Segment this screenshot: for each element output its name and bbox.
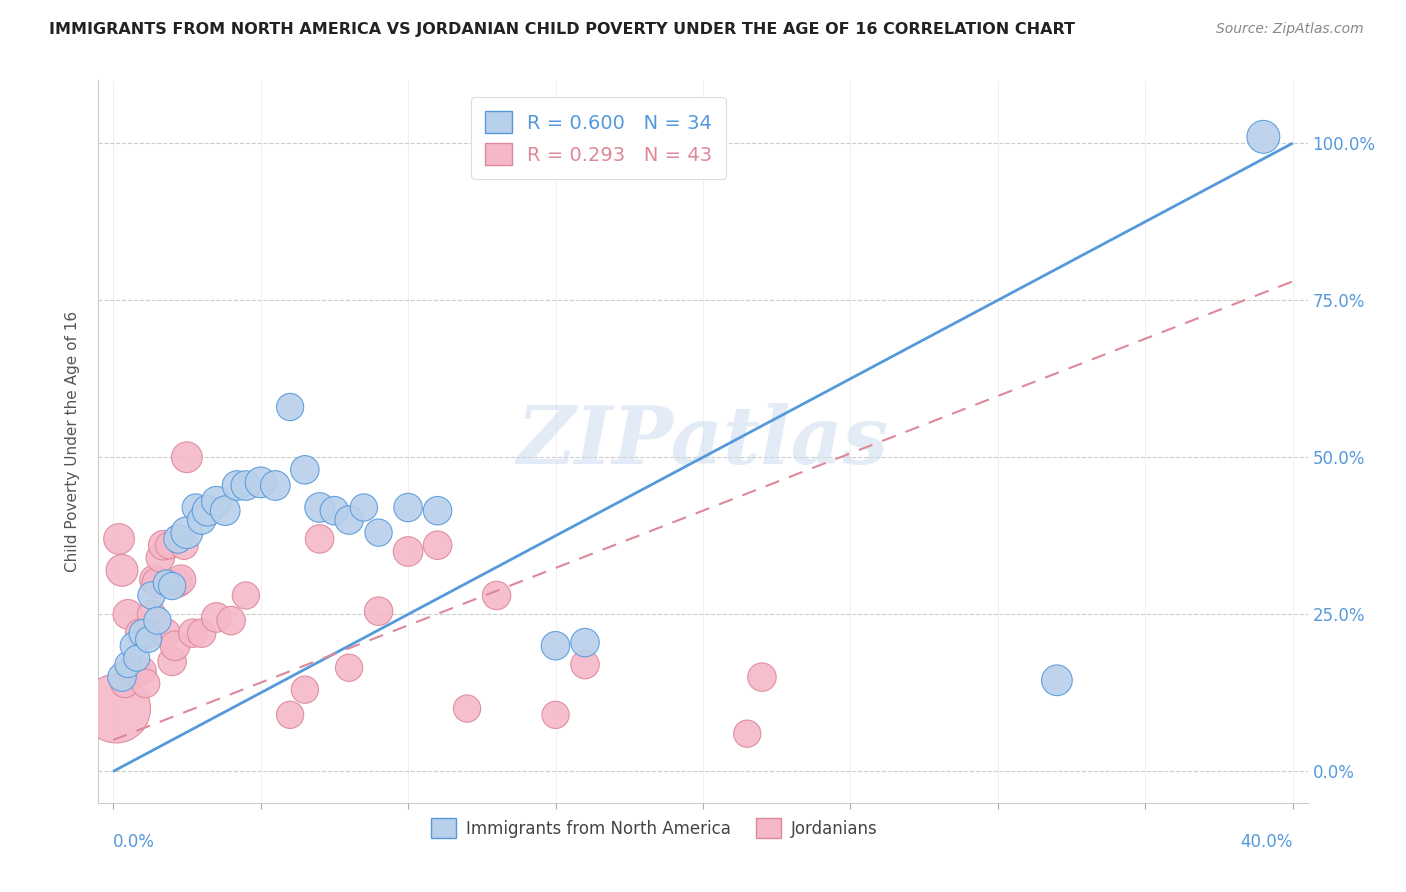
Point [131,626,153,640]
Point [574,635,596,649]
Point [426,503,449,517]
Point [249,475,271,490]
Point [173,538,195,552]
Point [574,657,596,672]
Text: IMMIGRANTS FROM NORTH AMERICA VS JORDANIAN CHILD POVERTY UNDER THE AGE OF 16 COR: IMMIGRANTS FROM NORTH AMERICA VS JORDANI… [49,22,1076,37]
Point [111,670,134,684]
Point [117,607,139,622]
Point [122,639,145,653]
Point [735,727,758,741]
Point [337,661,360,675]
Point [160,655,183,669]
Text: ZIPatlas: ZIPatlas [517,403,889,480]
Point [152,538,174,552]
Point [1253,129,1275,144]
Point [167,532,190,546]
Point [396,544,419,558]
Point [131,664,153,678]
Point [308,500,330,515]
Point [278,707,301,722]
Point [205,494,228,508]
Point [235,589,257,603]
Point [544,639,567,653]
Point [396,500,419,515]
Point [125,651,148,665]
Point [176,450,198,465]
Point [120,664,142,678]
Point [141,607,163,622]
Point [157,538,180,552]
Point [308,532,330,546]
Point [751,670,773,684]
Point [485,589,508,603]
Point [294,682,316,697]
Point [205,610,228,624]
Point [160,579,183,593]
Point [125,664,148,678]
Point [155,575,177,590]
Point [143,573,166,587]
Point [114,676,136,690]
Point [190,626,212,640]
Point [235,478,257,492]
Point [170,573,193,587]
Legend: Immigrants from North America, Jordanians: Immigrants from North America, Jordanian… [425,812,884,845]
Point [146,575,169,590]
Point [544,707,567,722]
Point [456,701,478,715]
Point [111,563,134,577]
Point [141,589,163,603]
Point [149,550,172,565]
Point [264,478,287,492]
Point [184,500,207,515]
Point [367,525,389,540]
Point [138,626,160,640]
Point [337,513,360,527]
Point [181,626,204,640]
Point [135,676,157,690]
Point [190,513,212,527]
Point [122,664,145,678]
Point [128,626,150,640]
Point [226,478,249,492]
Point [323,503,346,517]
Point [197,503,219,517]
Point [176,525,198,540]
Point [138,632,160,647]
Point [294,463,316,477]
Point [1046,673,1069,688]
Text: 0.0%: 0.0% [112,833,155,851]
Point [146,614,169,628]
Point [108,532,131,546]
Point [278,400,301,414]
Point [167,575,190,590]
Point [219,614,242,628]
Y-axis label: Child Poverty Under the Age of 16: Child Poverty Under the Age of 16 [65,311,80,572]
Point [426,538,449,552]
Text: 40.0%: 40.0% [1240,833,1294,851]
Point [214,503,236,517]
Point [367,604,389,618]
Point [353,500,375,515]
Point [155,626,177,640]
Point [105,701,128,715]
Text: Source: ZipAtlas.com: Source: ZipAtlas.com [1216,22,1364,37]
Point [117,657,139,672]
Point [165,639,187,653]
